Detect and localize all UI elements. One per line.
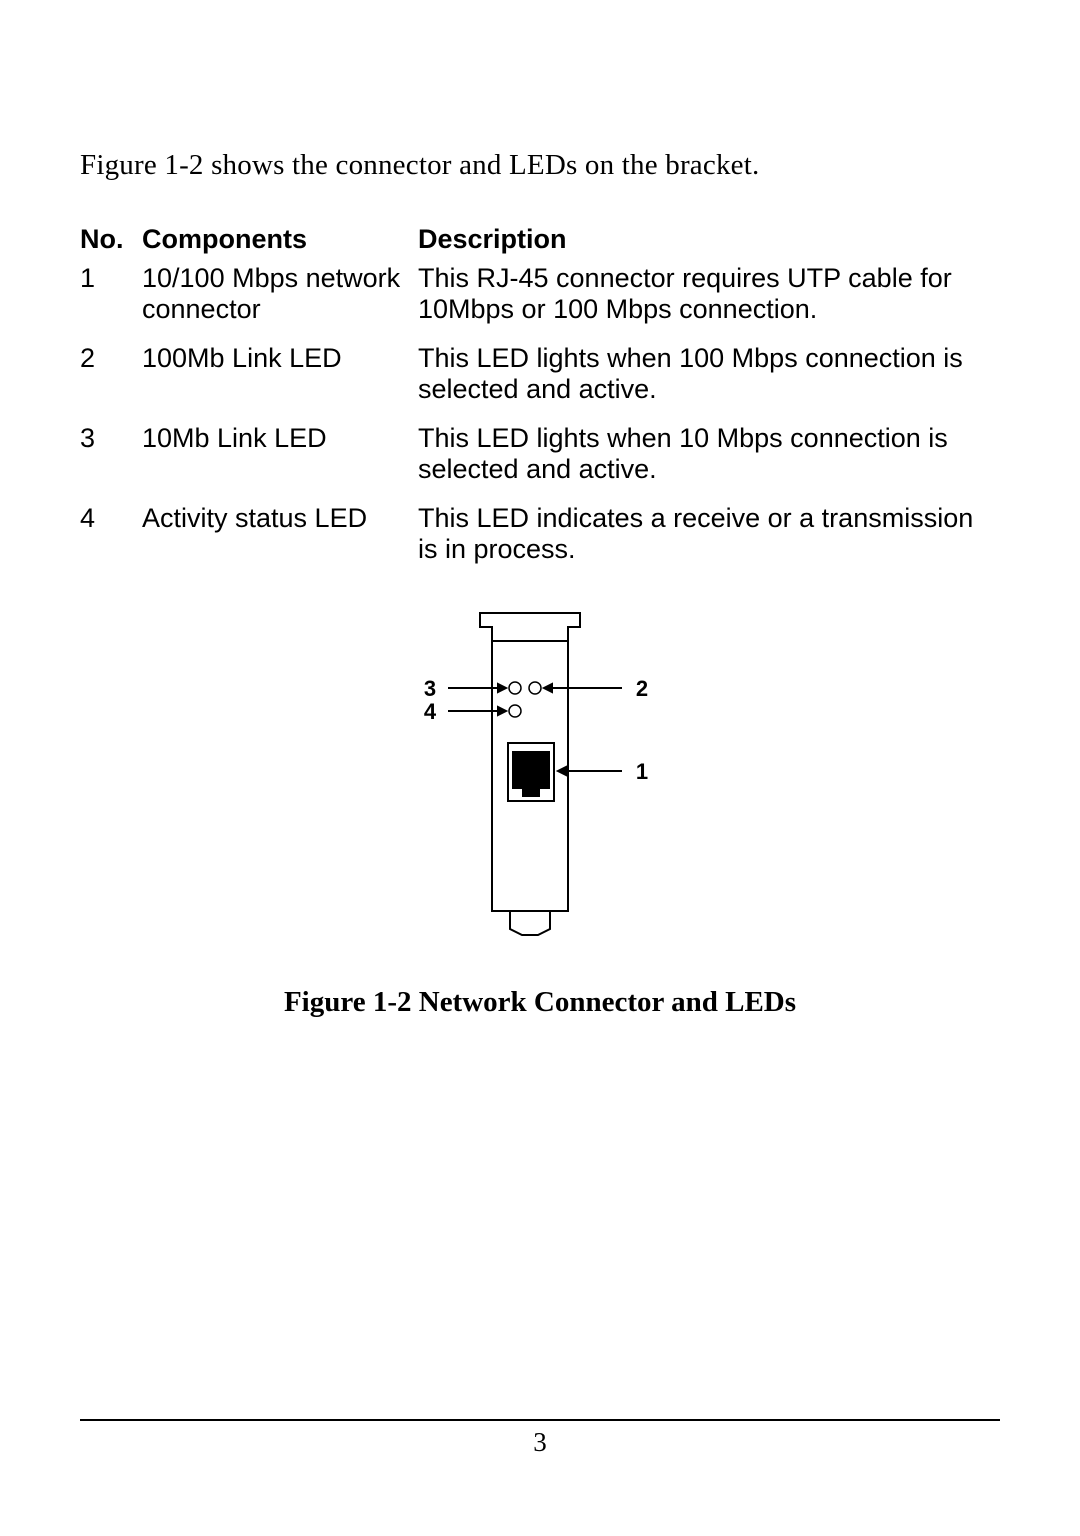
cell-description: This RJ-45 connector requires UTP cable … <box>418 263 1000 343</box>
header-components: Components <box>142 224 418 263</box>
figure-caption: Figure 1-2 Network Connector and LEDs <box>80 986 1000 1019</box>
cell-component: 10/100 Mbps network connector <box>142 263 418 343</box>
cell-component: Activity status LED <box>142 503 418 583</box>
table-row: 4 Activity status LED This LED indicates… <box>80 503 1000 583</box>
figure-container: 3 4 2 1 Figure 1-2 Network Connector and… <box>80 603 1000 1019</box>
figure-label-3: 3 <box>424 676 436 701</box>
bracket-diagram-icon: 3 4 2 1 <box>360 603 720 943</box>
cell-description: This LED lights when 100 Mbps connection… <box>418 343 1000 423</box>
cell-no: 3 <box>80 423 142 503</box>
intro-paragraph: Figure 1-2 shows the connector and LEDs … <box>80 149 1000 182</box>
cell-description: This LED indicates a receive or a transm… <box>418 503 1000 583</box>
header-description: Description <box>418 224 1000 263</box>
table-row: 2 100Mb Link LED This LED lights when 10… <box>80 343 1000 423</box>
cell-component: 10Mb Link LED <box>142 423 418 503</box>
figure-label-4: 4 <box>424 699 437 724</box>
table-header-row: No. Components Description <box>80 224 1000 263</box>
figure-label-1: 1 <box>636 759 648 784</box>
cell-no: 4 <box>80 503 142 583</box>
cell-component: 100Mb Link LED <box>142 343 418 423</box>
cell-description: This LED lights when 10 Mbps connection … <box>418 423 1000 503</box>
components-table: No. Components Description 1 10/100 Mbps… <box>80 224 1000 583</box>
table-row: 1 10/100 Mbps network connector This RJ-… <box>80 263 1000 343</box>
page-footer: 3 <box>80 1419 1000 1458</box>
document-page: Figure 1-2 shows the connector and LEDs … <box>0 0 1080 1536</box>
cell-no: 1 <box>80 263 142 343</box>
table-row: 3 10Mb Link LED This LED lights when 10 … <box>80 423 1000 503</box>
page-number: 3 <box>533 1427 547 1457</box>
cell-no: 2 <box>80 343 142 423</box>
header-no: No. <box>80 224 142 263</box>
figure-label-2: 2 <box>636 676 648 701</box>
